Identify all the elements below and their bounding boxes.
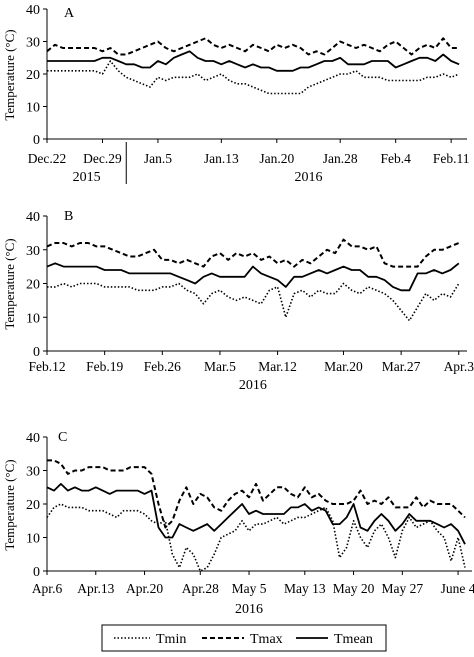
x-tick-label: Apr.20 [126, 581, 163, 596]
legend-label-tmax: Tmax [250, 632, 283, 647]
series-line-tmax [46, 37, 460, 56]
x-tick-label: Apr.6 [32, 581, 63, 596]
x-tick-label: Mar.20 [324, 359, 363, 374]
series-line-tmean [46, 262, 460, 292]
y-tick-label: 30 [26, 244, 40, 259]
x-tick-label: Mar.27 [382, 359, 421, 374]
x-tick-label: May 20 [333, 581, 375, 596]
y-tick-label: 0 [33, 565, 40, 580]
x-ticks: Apr.6 Apr.13 Apr.20 Apr.28 May 5 May 13 May 20… [32, 571, 474, 596]
x-tick-label: Feb.4 [380, 151, 411, 166]
x-tick-label: Feb.12 [28, 359, 65, 374]
y-tick-label: 20 [26, 278, 40, 293]
y-tick-label: 40 [26, 3, 40, 18]
y-axis-label: Temperature (°C) [2, 238, 17, 329]
x-tick-label: June 4 [441, 581, 474, 596]
y-axis-label: Temperature (°C) [2, 459, 17, 550]
year-label: 2015 [73, 170, 101, 185]
x-ticks: Dec.22 Dec.29 Jan.5 Jan.13 Jan.20 Jan.28 Feb.4… [28, 139, 470, 166]
panel-c: Temperature (°C) C 0 10 20 30 40 Apr.6 Apr.13… [2, 430, 474, 617]
series-line-tmax [46, 238, 460, 268]
y-ticks: 0 10 20 30 40 [26, 431, 47, 580]
legend-label-tmean: Tmean [334, 632, 373, 647]
y-tick-label: 10 [26, 101, 40, 116]
x-tick-label: May 5 [232, 581, 267, 596]
x-tick-label: Dec.22 [28, 151, 67, 166]
year-label: 2016 [235, 602, 263, 617]
x-tick-label: Jan.13 [204, 151, 239, 166]
year-labels: 2015 2016 [73, 170, 323, 185]
panel-label: B [64, 209, 73, 224]
y-ticks: 0 10 20 30 40 [26, 3, 47, 148]
year-labels: 2016 [235, 602, 263, 617]
y-tick-label: 30 [26, 465, 40, 480]
x-tick-label: Dec.29 [83, 151, 122, 166]
x-ticks: Feb.12 Feb.19 Feb.26 Mar.5 Mar.12 Mar.20 Mar.2… [28, 351, 474, 374]
series-line-tmin [47, 60, 460, 95]
y-tick-label: 40 [26, 431, 40, 446]
y-tick-label: 20 [26, 68, 40, 83]
x-tick-label: Apr.28 [182, 581, 219, 596]
x-tick-label: Mar.5 [204, 359, 236, 374]
panel-label: C [58, 430, 67, 445]
series-lines [46, 37, 460, 95]
x-tick-label: Apr.3 [444, 359, 474, 374]
series-lines [46, 238, 460, 322]
y-axis-label: Temperature (°C) [2, 29, 17, 120]
legend: Tmin Tmax Tmean [101, 624, 387, 652]
year-label: 2016 [239, 378, 267, 393]
series-line-tmean [47, 50, 460, 72]
x-tick-label: Jan.28 [323, 151, 358, 166]
x-tick-label: May 13 [284, 581, 326, 596]
y-tick-label: 0 [33, 133, 40, 148]
series-line-tmin [46, 503, 466, 572]
y-tick-label: 30 [26, 36, 40, 51]
x-tick-label: Apr.13 [77, 581, 114, 596]
x-tick-label: Feb.19 [86, 359, 123, 374]
legend-label-tmin: Tmin [156, 632, 186, 647]
year-label: 2016 [295, 170, 323, 185]
x-tick-label: Feb.26 [144, 359, 181, 374]
series-line-tmin [47, 282, 460, 322]
y-ticks: 0 10 20 30 40 [26, 210, 47, 360]
year-labels: 2016 [239, 378, 267, 393]
series-line-tmean [46, 483, 466, 545]
y-tick-label: 40 [26, 210, 40, 225]
x-tick-label: Jan.20 [259, 151, 294, 166]
series-line-tmax [47, 459, 466, 529]
y-tick-label: 10 [26, 311, 40, 326]
y-tick-label: 10 [26, 532, 40, 547]
series-lines [46, 459, 466, 572]
y-tick-label: 20 [26, 498, 40, 513]
y-tick-label: 0 [33, 345, 40, 360]
x-tick-label: Feb.11 [433, 151, 470, 166]
panel-label: A [64, 6, 75, 21]
x-tick-label: Jan.5 [144, 151, 172, 166]
x-tick-label: Mar.12 [258, 359, 297, 374]
x-tick-label: May 27 [382, 581, 424, 596]
